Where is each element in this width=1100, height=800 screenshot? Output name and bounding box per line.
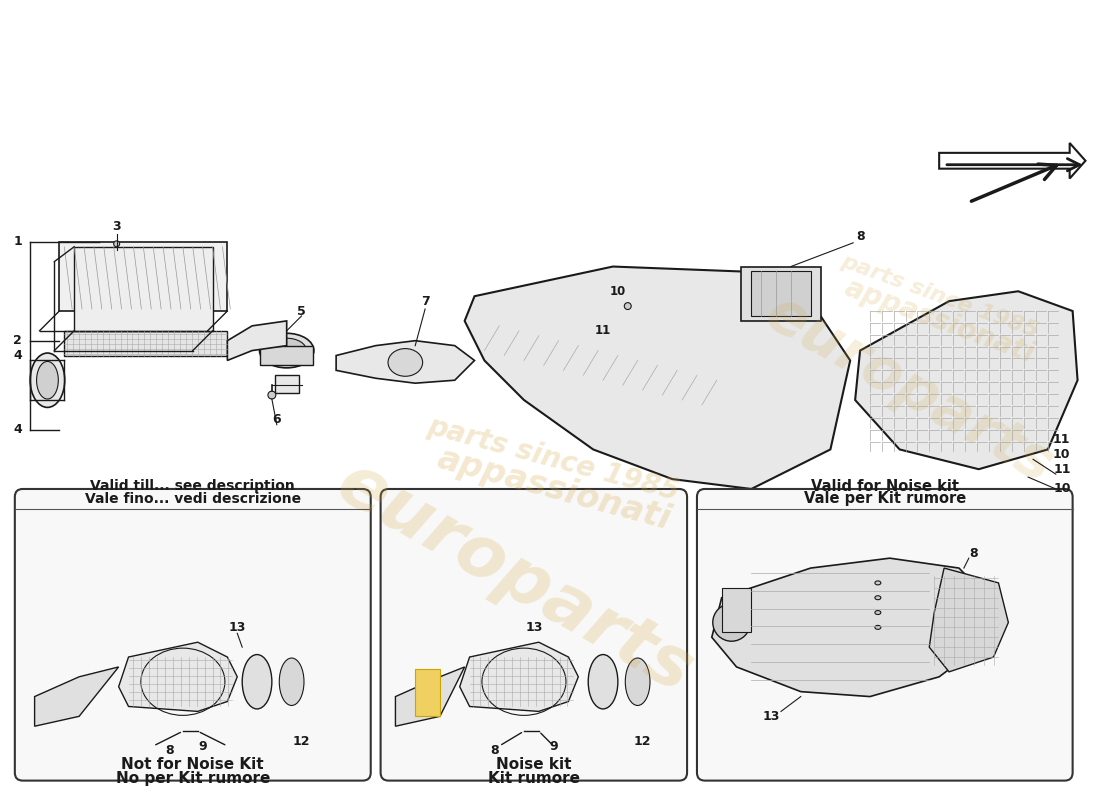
Text: Noise kit: Noise kit [496, 758, 572, 772]
Polygon shape [337, 341, 474, 383]
Ellipse shape [625, 658, 650, 706]
Text: Kit rumore: Kit rumore [487, 771, 580, 786]
Text: parts since 1985: parts since 1985 [425, 412, 682, 506]
Polygon shape [460, 642, 579, 711]
Bar [260, 346, 313, 366]
Text: 10: 10 [1054, 482, 1071, 495]
Ellipse shape [30, 353, 65, 407]
Text: Valid till... see description: Valid till... see description [90, 479, 295, 493]
Polygon shape [930, 568, 1009, 672]
Text: 9: 9 [549, 739, 558, 753]
Ellipse shape [242, 654, 272, 709]
Text: Not for Noise Kit: Not for Noise Kit [121, 758, 264, 772]
Bar [415, 669, 440, 716]
Ellipse shape [267, 338, 307, 363]
Text: 3: 3 [112, 221, 121, 234]
Text: parts since 1985: parts since 1985 [838, 251, 1041, 342]
Text: 11: 11 [1053, 433, 1070, 446]
Polygon shape [34, 667, 119, 726]
Text: 8: 8 [969, 546, 978, 560]
Ellipse shape [268, 391, 276, 399]
Ellipse shape [260, 334, 313, 368]
Ellipse shape [388, 349, 422, 376]
Polygon shape [119, 642, 238, 711]
Text: 5: 5 [297, 305, 306, 318]
Text: 12: 12 [634, 734, 651, 747]
Text: 12: 12 [293, 734, 310, 747]
Text: 8: 8 [166, 745, 175, 758]
Text: 2: 2 [13, 334, 22, 347]
Ellipse shape [36, 362, 58, 399]
Text: 4: 4 [13, 349, 22, 362]
Text: 9: 9 [198, 739, 207, 753]
Text: appassionati: appassionati [433, 442, 674, 536]
Polygon shape [939, 143, 1086, 178]
Ellipse shape [874, 581, 881, 585]
FancyBboxPatch shape [697, 489, 1072, 781]
Text: No per Kit rumore: No per Kit rumore [116, 771, 270, 786]
Polygon shape [228, 321, 287, 361]
Bar [74, 246, 212, 330]
Text: europarts: europarts [756, 285, 1064, 495]
Bar [275, 375, 298, 393]
Text: 8: 8 [856, 230, 865, 243]
Text: 10: 10 [609, 285, 626, 298]
Text: 7: 7 [420, 294, 429, 308]
Polygon shape [855, 291, 1078, 470]
Text: 8: 8 [490, 745, 498, 758]
Polygon shape [464, 266, 850, 489]
Text: Vale fino... vedi descrizione: Vale fino... vedi descrizione [85, 492, 300, 506]
Polygon shape [712, 558, 989, 697]
Bar [722, 588, 751, 632]
FancyBboxPatch shape [14, 489, 371, 781]
Bar [64, 330, 228, 355]
Text: 11: 11 [595, 324, 612, 338]
Polygon shape [395, 667, 464, 726]
Text: 13: 13 [525, 621, 542, 634]
Ellipse shape [874, 610, 881, 614]
Text: 13: 13 [229, 621, 246, 634]
Bar [14, 232, 1072, 677]
Ellipse shape [625, 302, 631, 310]
Bar [741, 266, 821, 321]
Text: Vale per Kit rumore: Vale per Kit rumore [804, 491, 966, 506]
Text: 11: 11 [1054, 462, 1071, 476]
FancyBboxPatch shape [381, 489, 688, 781]
Ellipse shape [279, 658, 304, 706]
Text: appassionati: appassionati [840, 274, 1038, 368]
Ellipse shape [113, 241, 120, 246]
Ellipse shape [588, 654, 618, 709]
Text: 10: 10 [1053, 448, 1070, 461]
Polygon shape [59, 242, 228, 311]
Text: 6: 6 [273, 414, 282, 426]
Ellipse shape [874, 626, 881, 630]
Text: 1: 1 [13, 235, 22, 248]
Ellipse shape [713, 604, 750, 642]
Text: Valid for Noise kit: Valid for Noise kit [811, 478, 959, 494]
Text: europarts: europarts [323, 448, 704, 708]
Bar [751, 271, 811, 316]
Text: 4: 4 [13, 423, 22, 436]
Ellipse shape [874, 596, 881, 600]
Text: 13: 13 [762, 710, 780, 723]
